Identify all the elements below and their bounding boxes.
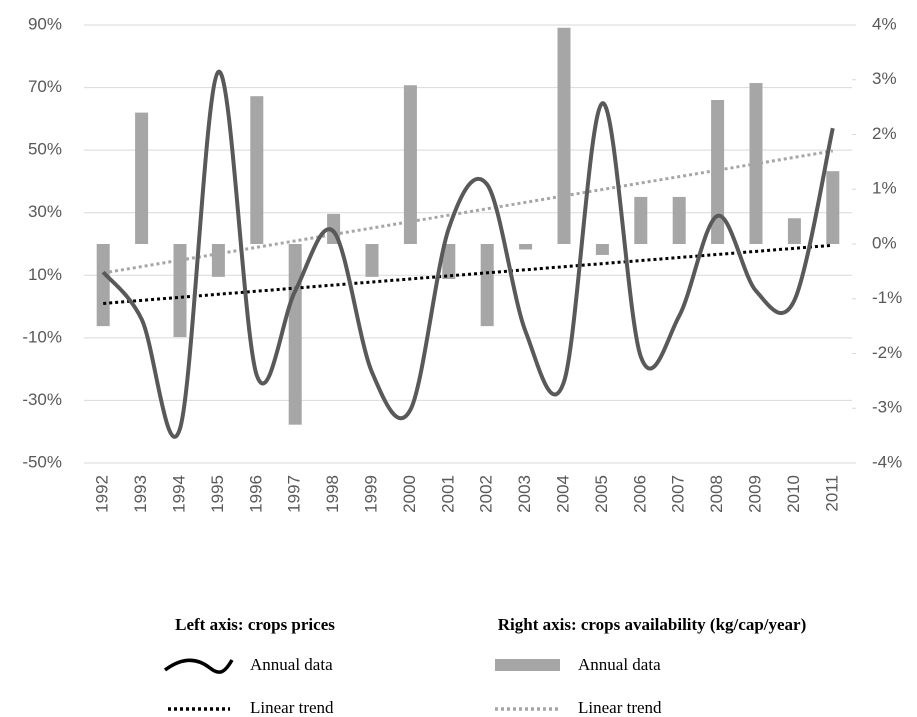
- x-tick-label: 1994: [169, 475, 188, 513]
- y2-tick-label: 1%: [872, 179, 897, 198]
- y2-tick-label: 4%: [872, 14, 897, 33]
- y-tick-label: 90%: [28, 14, 62, 33]
- bar: [173, 244, 187, 338]
- bar: [403, 85, 417, 244]
- trend-line: [103, 243, 833, 305]
- x-tick-label: 1992: [93, 475, 112, 513]
- bar: [480, 244, 494, 327]
- x-tick-label: 2008: [707, 475, 726, 513]
- x-tick-label: 2000: [400, 475, 419, 513]
- y2-tick-label: -2%: [872, 343, 902, 362]
- bar: [135, 112, 149, 244]
- y-tick-label: 50%: [28, 140, 62, 159]
- x-tick-label: 2007: [669, 475, 688, 513]
- x-tick-label: 2010: [784, 475, 803, 513]
- y2-tick-label: 3%: [872, 69, 897, 88]
- legend-label: Linear trend: [250, 698, 334, 717]
- bar: [96, 244, 110, 327]
- legend-icon: [495, 659, 560, 671]
- y-tick-label: 70%: [28, 77, 62, 96]
- x-tick-label: 2009: [745, 475, 764, 513]
- legend-label: Annual data: [250, 655, 333, 674]
- bar: [557, 27, 571, 244]
- x-tick-label: 2004: [553, 475, 572, 513]
- bar: [519, 244, 533, 250]
- x-tick-label: 2011: [822, 475, 841, 512]
- bar: [787, 218, 801, 244]
- y2-tick-label: -4%: [872, 452, 902, 471]
- x-tick-label: 2006: [630, 475, 649, 513]
- bar: [365, 244, 379, 277]
- y-tick-label: -10%: [22, 327, 62, 346]
- bar: [672, 196, 686, 244]
- bar: [211, 244, 225, 277]
- legend-icon: [163, 658, 234, 674]
- legend-title: Right axis: crops availability (kg/cap/y…: [498, 615, 807, 634]
- y2-tick-label: 2%: [872, 124, 897, 143]
- x-tick-label: 1997: [285, 475, 304, 513]
- y-tick-label: 10%: [28, 265, 62, 284]
- bar: [826, 171, 840, 244]
- y2-tick-label: -3%: [872, 398, 902, 417]
- bar: [442, 244, 456, 280]
- bar: [595, 244, 609, 255]
- bar: [250, 96, 264, 244]
- legend-label: Annual data: [578, 655, 661, 674]
- x-tick-label: 2002: [477, 475, 496, 513]
- y-tick-label: -30%: [22, 390, 62, 409]
- y2-tick-label: -1%: [872, 288, 902, 307]
- y-tick-label: -50%: [22, 452, 62, 471]
- x-tick-label: 1996: [246, 475, 265, 513]
- bar: [288, 244, 302, 425]
- y-tick-label: 30%: [28, 202, 62, 221]
- x-tick-label: 2003: [515, 475, 534, 513]
- x-tick-label: 1993: [131, 475, 150, 513]
- legend-title: Left axis: crops prices: [175, 615, 335, 634]
- bar: [634, 196, 648, 244]
- line: [101, 69, 835, 439]
- x-tick-label: 1998: [323, 475, 342, 513]
- bar: [711, 100, 725, 244]
- x-tick-label: 2001: [438, 475, 457, 513]
- legend-label: Linear trend: [578, 698, 662, 717]
- x-tick-label: 2005: [592, 475, 611, 513]
- x-tick-label: 1999: [361, 475, 380, 513]
- y2-tick-label: 0%: [872, 233, 897, 252]
- x-tick-label: 1995: [208, 475, 227, 513]
